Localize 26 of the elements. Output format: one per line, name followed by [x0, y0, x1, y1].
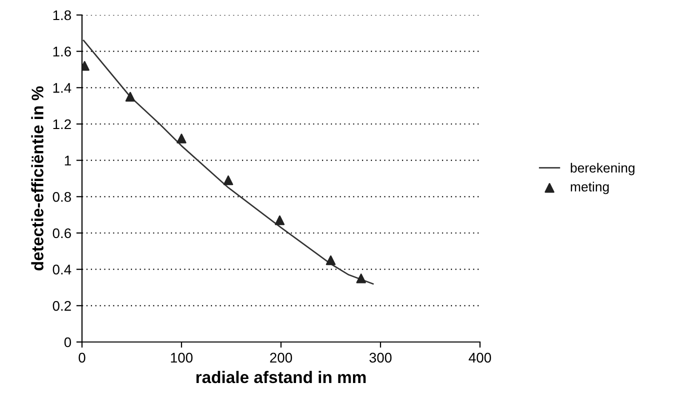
y-tick-label: 1.2 [53, 119, 71, 130]
x-axis-title: radiale afstand in mm [196, 370, 366, 384]
x-tick-label: 100 [170, 352, 193, 363]
legend-label: berekening [570, 162, 634, 176]
point [274, 215, 285, 226]
x-tick-label: 400 [468, 352, 492, 363]
x-tick-label: 300 [369, 352, 392, 363]
point [125, 92, 136, 102]
legend-label: meting [570, 182, 609, 194]
y-tick-label: 0.6 [52, 228, 71, 238]
x-tick-label: 0 [78, 352, 86, 363]
y-tick-label: 1.6 [53, 46, 71, 57]
y-tick-label: 1.4 [53, 83, 72, 93]
y-axis-title: detectie-efficiëntie in % [31, 86, 44, 270]
y-tick-label: 1 [64, 156, 71, 166]
point [326, 255, 336, 266]
y-tick-label: 1.8 [53, 10, 71, 20]
y-tick-label: 0.8 [52, 192, 71, 202]
point [176, 134, 186, 144]
y-tick-label: 0 [64, 337, 72, 348]
point [223, 175, 234, 186]
line-series [82, 40, 374, 285]
point [356, 274, 366, 284]
y-tick-label: 0.2 [52, 301, 71, 311]
x-tick-label: 200 [270, 352, 292, 363]
y-tick-label: 0.4 [52, 264, 72, 275]
